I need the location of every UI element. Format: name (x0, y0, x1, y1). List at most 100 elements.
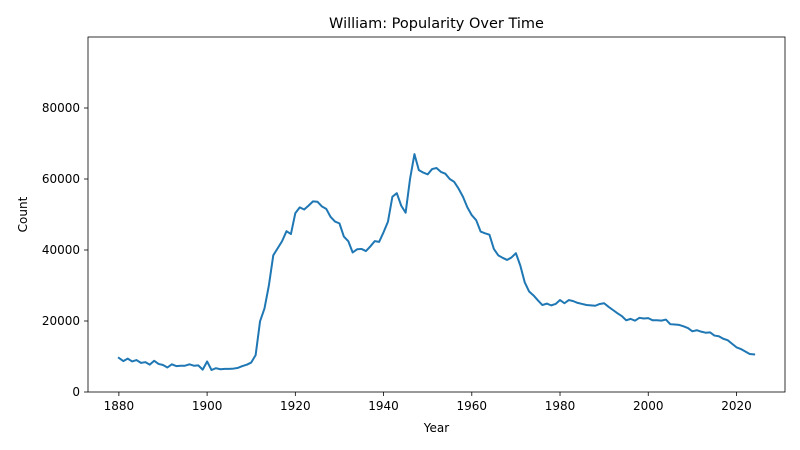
x-axis-ticks: 1880 1900 1920 1940 1960 1980 2000 2020 (104, 392, 752, 413)
data-point-2016 (718, 335, 720, 337)
data-point-1982 (568, 299, 570, 301)
x-tick-label: 1960 (457, 399, 488, 413)
data-point-1965 (493, 248, 495, 250)
data-point-1938 (374, 240, 376, 242)
data-point-2011 (696, 329, 698, 331)
data-point-2017 (722, 338, 724, 340)
data-point-1984 (577, 302, 579, 304)
data-point-1960 (471, 214, 473, 216)
x-tick-label: 1900 (192, 399, 223, 413)
data-point-1940 (383, 231, 385, 233)
data-point-1949 (422, 172, 424, 174)
data-point-1904 (224, 368, 226, 370)
data-point-2005 (669, 323, 671, 325)
data-point-1986 (585, 304, 587, 306)
data-point-2003 (660, 320, 662, 322)
data-point-1961 (475, 219, 477, 221)
data-point-1969 (510, 256, 512, 258)
data-point-1950 (427, 173, 429, 175)
data-point-1944 (400, 205, 402, 207)
data-point-2021 (740, 348, 742, 350)
data-point-1887 (149, 364, 151, 366)
y-axis-label: Count (16, 196, 30, 232)
data-point-1932 (347, 240, 349, 242)
data-point-1988 (594, 305, 596, 307)
data-point-1912 (259, 320, 261, 322)
data-point-2000 (647, 317, 649, 319)
data-point-1924 (312, 200, 314, 202)
data-point-1946 (409, 178, 411, 180)
x-tick-label: 1920 (280, 399, 311, 413)
data-point-2001 (652, 319, 654, 321)
data-point-2015 (713, 335, 715, 337)
data-point-1918 (286, 230, 288, 232)
y-tick-label: 80000 (42, 101, 80, 115)
data-point-1926 (321, 205, 323, 207)
data-point-1908 (241, 365, 243, 367)
data-point-1936 (365, 250, 367, 252)
x-tick-label: 1980 (545, 399, 576, 413)
data-point-1902 (215, 367, 217, 369)
data-point-1939 (378, 241, 380, 243)
data-point-1927 (325, 208, 327, 210)
data-point-1937 (369, 245, 371, 247)
data-point-1910 (250, 362, 252, 364)
data-point-1899 (202, 369, 204, 371)
data-point-2019 (731, 343, 733, 345)
data-point-1909 (246, 364, 248, 366)
data-point-1916 (277, 247, 279, 249)
y-tick-label: 40000 (42, 243, 80, 257)
data-point-1991 (608, 306, 610, 308)
data-point-1885 (140, 362, 142, 364)
data-point-1990 (603, 302, 605, 304)
data-point-1976 (541, 304, 543, 306)
x-tick-label: 1880 (104, 399, 135, 413)
data-point-1890 (162, 364, 164, 366)
data-point-1943 (396, 192, 398, 194)
data-point-1882 (127, 358, 129, 360)
y-tick-label: 20000 (42, 314, 80, 328)
x-axis-label: Year (423, 421, 449, 435)
data-point-2004 (665, 319, 667, 321)
data-point-1900 (206, 360, 208, 362)
y-tick-label: 60000 (42, 172, 80, 186)
data-point-2006 (674, 324, 676, 326)
data-point-2022 (744, 351, 746, 353)
data-point-1881 (122, 360, 124, 362)
data-point-1992 (612, 309, 614, 311)
data-point-1905 (228, 368, 230, 370)
data-point-1923 (308, 205, 310, 207)
data-point-1919 (290, 233, 292, 235)
data-point-1922 (303, 209, 305, 211)
data-point-1964 (488, 234, 490, 236)
data-point-1975 (537, 299, 539, 301)
data-point-1897 (193, 365, 195, 367)
data-point-1942 (391, 196, 393, 198)
data-point-1987 (590, 304, 592, 306)
data-point-1928 (330, 216, 332, 218)
data-point-1993 (616, 312, 618, 314)
data-point-1995 (625, 319, 627, 321)
data-point-1930 (338, 222, 340, 224)
data-point-1920 (294, 212, 296, 214)
x-tick-label: 1940 (368, 399, 399, 413)
data-point-2014 (709, 331, 711, 333)
data-point-1971 (519, 265, 521, 267)
data-point-1948 (418, 169, 420, 171)
data-point-2013 (705, 332, 707, 334)
data-point-1915 (272, 254, 274, 256)
data-point-1929 (334, 221, 336, 223)
data-point-1955 (449, 178, 451, 180)
data-point-1947 (413, 153, 415, 155)
data-point-1952 (436, 167, 438, 169)
x-tick-label: 2000 (633, 399, 664, 413)
series-line-william (117, 153, 756, 371)
data-point-2018 (727, 339, 729, 341)
data-point-1985 (581, 303, 583, 305)
data-point-1977 (546, 303, 548, 305)
data-point-1883 (131, 360, 133, 362)
data-point-1973 (528, 291, 530, 293)
data-point-1921 (299, 206, 301, 208)
data-point-1953 (440, 171, 442, 173)
